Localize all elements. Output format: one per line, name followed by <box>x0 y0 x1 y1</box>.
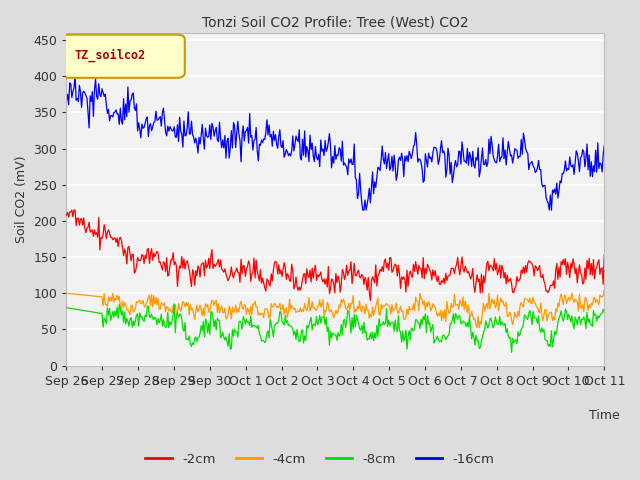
Legend: -2cm, -4cm, -8cm, -16cm: -2cm, -4cm, -8cm, -16cm <box>140 447 500 471</box>
Y-axis label: Soil CO2 (mV): Soil CO2 (mV) <box>15 156 28 243</box>
Title: Tonzi Soil CO2 Profile: Tree (West) CO2: Tonzi Soil CO2 Profile: Tree (West) CO2 <box>202 15 468 29</box>
X-axis label: Time: Time <box>589 409 620 422</box>
FancyBboxPatch shape <box>61 35 185 78</box>
Text: TZ_soilco2: TZ_soilco2 <box>74 49 146 62</box>
